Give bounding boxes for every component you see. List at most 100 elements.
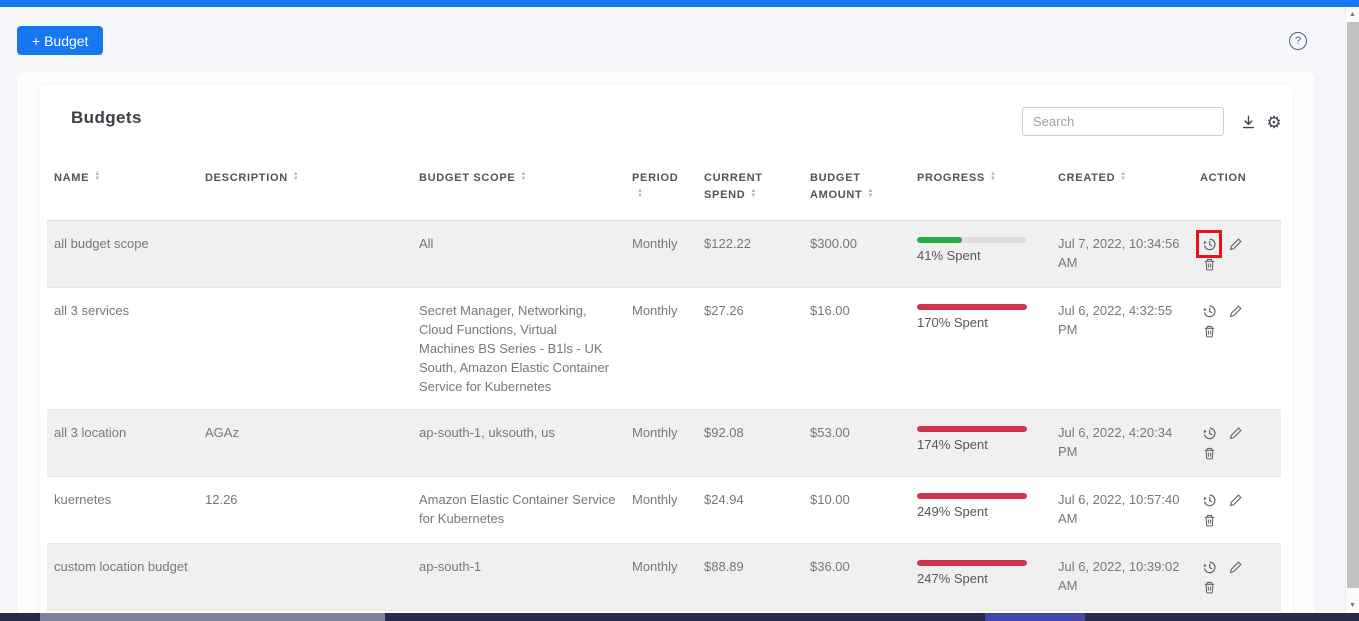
progress-bar — [917, 304, 1027, 310]
current-spend-value: $92.08 — [704, 425, 744, 440]
progress-bar-fill — [917, 304, 1027, 310]
add-budget-button[interactable]: + Budget — [17, 26, 104, 55]
history-icon[interactable] — [1200, 490, 1218, 510]
progress-label: 249% Spent — [917, 504, 988, 519]
column-header-name[interactable]: NAME ▲ ▼ — [47, 160, 197, 221]
edit-icon[interactable] — [1227, 423, 1245, 443]
budget-amount-value: $300.00 — [810, 236, 857, 251]
budget-period: Monthly — [632, 425, 678, 440]
progress-bar — [917, 237, 1027, 243]
budget-scope-cell: ap-south-1 — [411, 543, 624, 611]
description-cell: 12.26 — [197, 476, 411, 544]
table-row: custom location budget ap-south-1 Monthl… — [47, 543, 1281, 611]
history-icon[interactable] — [1200, 557, 1218, 577]
sort-icon[interactable]: ▲ ▼ — [1120, 171, 1127, 183]
budget-name-cell: all 3 location — [47, 409, 197, 477]
progress-bar-fill — [917, 426, 1027, 432]
description-cell — [197, 220, 411, 288]
table-row: all budget scope All Monthly $122.22 $30… — [47, 220, 1281, 288]
current-spend-cell: $27.26 — [696, 287, 802, 410]
sort-icon[interactable]: ▲ ▼ — [520, 171, 528, 183]
budgets-panel: Budgets ⚙ NAME▲▼DESCRIPTION▲▼BUDGET SCOP… — [40, 85, 1292, 621]
edit-icon[interactable] — [1227, 490, 1245, 510]
history-icon[interactable] — [1196, 230, 1222, 258]
budget-amount-cell: $16.00 — [802, 287, 909, 410]
budget-name: all 3 location — [54, 425, 127, 440]
column-header-budget-amount[interactable]: BUDGET AMOUNT ▲ ▼ — [802, 160, 909, 221]
budget-description: AGAz — [205, 425, 239, 440]
budgets-table: NAME ▲ ▼ DESCRIPTION ▲ ▼ BUDGET SCOPE ▲ ▼ PERIOD ▲… — [47, 160, 1281, 621]
budget-scope: Amazon Elastic Container Service for Kub… — [419, 492, 616, 526]
vertical-scrollbar[interactable]: ▲ ▼ — [1345, 7, 1359, 613]
edit-icon[interactable] — [1227, 234, 1245, 254]
created-timestamp: Jul 7, 2022, 10:34:56 AM — [1058, 236, 1180, 270]
horizontal-scrollbar[interactable] — [0, 613, 1359, 621]
budget-amount-value: $16.00 — [810, 303, 850, 318]
current-spend-cell: $92.08 — [696, 409, 802, 477]
delete-icon[interactable] — [1200, 443, 1218, 463]
column-header-created[interactable]: CREATED ▲ ▼ — [1050, 160, 1192, 221]
delete-icon[interactable] — [1200, 510, 1218, 530]
delete-icon[interactable] — [1200, 321, 1218, 341]
budget-scope: Secret Manager, Networking, Cloud Functi… — [419, 303, 610, 394]
created-cell: Jul 6, 2022, 10:57:40 AM — [1050, 476, 1192, 544]
column-header-current-spend[interactable]: CURRENT SPEND ▲ ▼ — [696, 160, 802, 221]
action-cell — [1192, 543, 1281, 611]
history-icon[interactable] — [1200, 423, 1218, 443]
sort-icon[interactable]: ▲ ▼ — [637, 188, 644, 200]
budget-scope: ap-south-1, uksouth, us — [419, 425, 555, 440]
column-label: PROGRESS — [917, 172, 985, 184]
scroll-up-icon[interactable]: ▲ — [1349, 11, 1356, 18]
help-icon[interactable]: ? — [1289, 32, 1307, 50]
progress-bar — [917, 560, 1027, 566]
horizontal-scrollbar-thumb[interactable] — [40, 613, 385, 621]
action-cell — [1192, 476, 1281, 544]
budget-scope: All — [419, 236, 434, 251]
edit-icon[interactable] — [1227, 301, 1245, 321]
table-header-row: NAME ▲ ▼ DESCRIPTION ▲ ▼ BUDGET SCOPE ▲ ▼ PERIOD ▲… — [47, 160, 1281, 221]
gear-icon[interactable]: ⚙ — [1266, 112, 1282, 132]
budget-period: Monthly — [632, 303, 678, 318]
column-header-period[interactable]: PERIOD ▲ ▼ — [624, 160, 696, 221]
edit-icon[interactable] — [1227, 557, 1245, 577]
sort-icon[interactable]: ▲ ▼ — [989, 171, 997, 183]
vertical-scrollbar-thumb[interactable] — [1347, 22, 1359, 588]
column-label: BUDGET AMOUNT — [810, 172, 863, 201]
current-spend-value: $88.89 — [704, 559, 744, 574]
column-header-progress[interactable]: PROGRESS ▲ ▼ — [909, 160, 1050, 221]
top-accent-bar — [0, 0, 1359, 7]
search-input[interactable] — [1022, 107, 1224, 136]
budget-period: Monthly — [632, 236, 678, 251]
budget-amount-cell: $300.00 — [802, 220, 909, 288]
sort-icon[interactable]: ▲ ▼ — [750, 188, 758, 200]
delete-icon[interactable] — [1200, 577, 1218, 597]
progress-label: 247% Spent — [917, 571, 988, 586]
progress-bar-fill — [917, 237, 963, 243]
column-header-description[interactable]: DESCRIPTION ▲ ▼ — [197, 160, 411, 221]
history-icon[interactable] — [1200, 301, 1218, 321]
download-icon[interactable] — [1238, 112, 1258, 132]
progress-bar — [917, 426, 1027, 432]
column-label: PERIOD — [632, 172, 679, 184]
action-cell — [1192, 409, 1281, 477]
budget-description: 12.26 — [205, 492, 238, 507]
budget-amount-value: $53.00 — [810, 425, 850, 440]
column-header-budget-scope[interactable]: BUDGET SCOPE ▲ ▼ — [411, 160, 624, 221]
scroll-down-icon[interactable]: ▼ — [1349, 602, 1356, 609]
budget-name: custom location budget — [54, 559, 188, 574]
progress-label: 41% Spent — [917, 248, 981, 263]
column-label: CREATED — [1058, 172, 1116, 184]
progress-label: 174% Spent — [917, 437, 988, 452]
current-spend-value: $27.26 — [704, 303, 744, 318]
sort-icon[interactable]: ▲ ▼ — [94, 171, 101, 183]
budget-name-cell: kuernetes — [47, 476, 197, 544]
period-cell: Monthly — [624, 287, 696, 410]
sort-icon[interactable]: ▲ ▼ — [292, 171, 300, 183]
delete-icon[interactable] — [1200, 254, 1218, 274]
horizontal-scrollbar-secondary-thumb[interactable] — [985, 613, 1085, 621]
progress-cell: 249% Spent — [909, 476, 1050, 544]
budget-amount-cell: $36.00 — [802, 543, 909, 611]
current-spend-cell: $122.22 — [696, 220, 802, 288]
sort-icon[interactable]: ▲ ▼ — [867, 188, 875, 200]
budget-period: Monthly — [632, 492, 678, 507]
